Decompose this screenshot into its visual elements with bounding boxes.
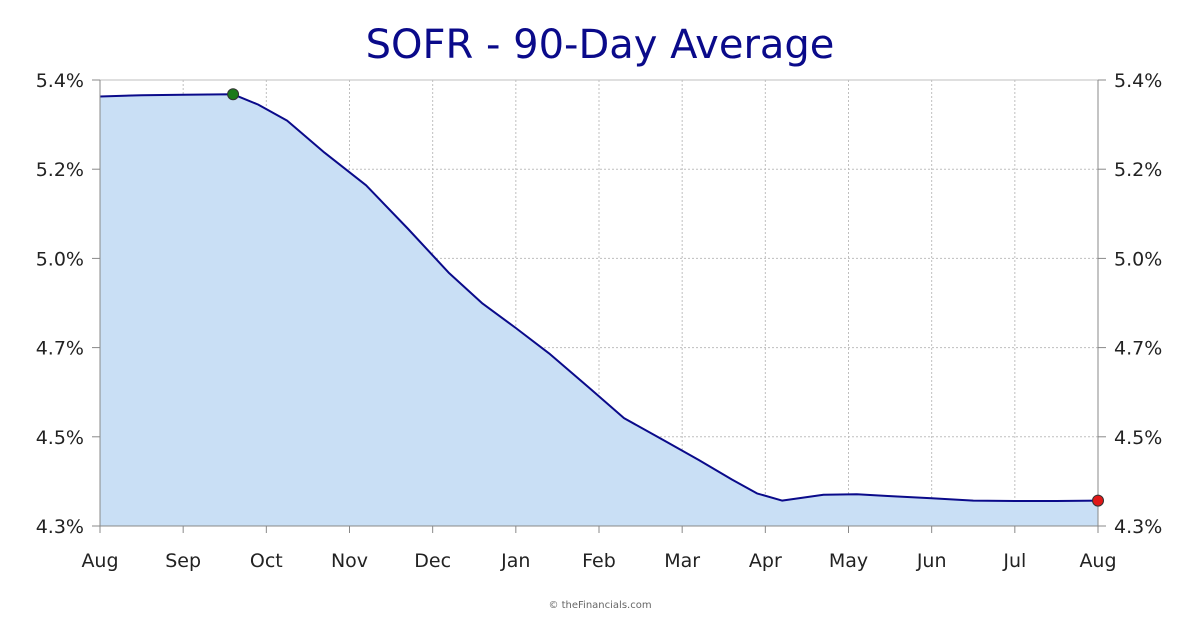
y-tick-label-right: 4.5% <box>1114 427 1162 449</box>
y-tick-label-left: 5.4% <box>36 70 84 92</box>
x-tick-label: Jul <box>1002 550 1026 572</box>
x-tick-label: Jan <box>500 550 530 572</box>
x-tick-label: Aug <box>1079 550 1116 572</box>
area-fill <box>100 94 1098 527</box>
y-tick-label-right: 4.3% <box>1114 516 1162 538</box>
y-tick-label-left: 4.3% <box>36 516 84 538</box>
x-tick-label: Oct <box>250 550 283 572</box>
y-tick-label-right: 5.0% <box>1114 248 1162 270</box>
y-tick-label-right: 5.4% <box>1114 70 1162 92</box>
y-axis-left: 4.3% 4.5% 4.7% 5.0% 5.2% 5.4% <box>36 70 100 538</box>
y-tick-label-left: 5.0% <box>36 248 84 270</box>
source-credit: © theFinancials.com <box>548 600 651 611</box>
y-tick-label-left: 4.5% <box>36 427 84 449</box>
x-tick-label: Dec <box>414 550 451 572</box>
x-axis: Aug Sep Oct Nov Dec Jan Feb Mar Apr May Jun Jul Aug <box>81 526 1117 572</box>
chart-title: SOFR - 90-Day Average <box>366 22 835 68</box>
x-tick-label: Feb <box>582 550 616 572</box>
x-tick-label: May <box>829 550 868 572</box>
y-tick-label-left: 4.7% <box>36 338 84 360</box>
series-line <box>99 93 1099 502</box>
x-tick-label: Jun <box>916 550 947 572</box>
x-tick-label: Apr <box>749 550 782 572</box>
last-marker <box>1092 494 1104 507</box>
x-tick-label: Sep <box>165 550 201 572</box>
point-markers <box>227 88 1104 507</box>
y-tick-label-left: 5.2% <box>36 159 84 181</box>
x-tick-label: Mar <box>664 550 700 572</box>
high-marker <box>227 88 240 101</box>
x-tick-label: Nov <box>331 550 368 572</box>
y-axis-right: 4.3% 4.5% 4.7% 5.0% 5.2% 5.4% <box>1098 70 1162 538</box>
x-tick-label: Aug <box>81 550 118 572</box>
y-tick-label-right: 4.7% <box>1114 338 1162 360</box>
y-tick-label-right: 5.2% <box>1114 159 1162 181</box>
